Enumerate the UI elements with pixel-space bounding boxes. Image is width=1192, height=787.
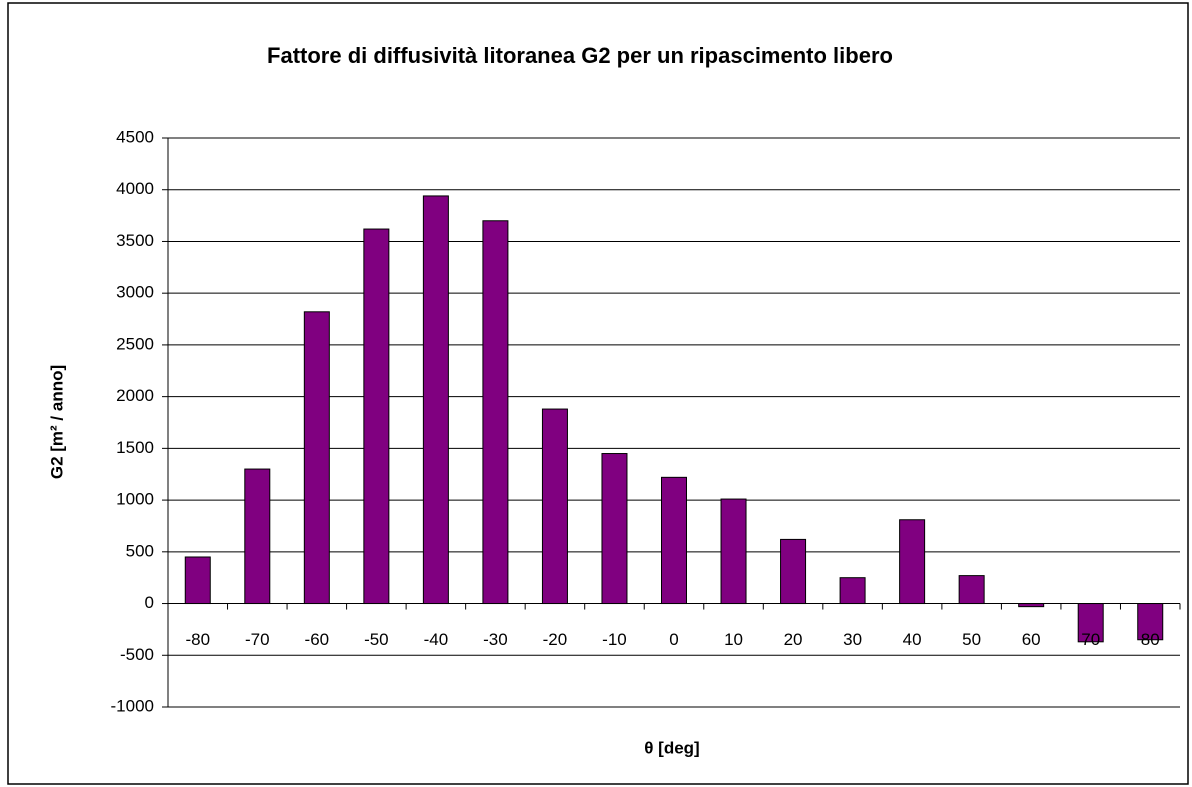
y-tick-label: 2500 [116,334,154,353]
y-tick-label: 0 [145,593,154,612]
y-tick-label: 1000 [116,490,154,509]
bar [958,575,985,605]
bar [839,577,866,605]
x-tick-label: -10 [602,630,627,649]
bar [780,538,807,605]
y-tick-label: -1000 [111,696,154,715]
x-axis-title: θ [deg] [644,738,699,757]
x-tick-label: -30 [483,630,508,649]
y-tick-label: 4500 [116,127,154,146]
x-tick-label: -40 [424,630,449,649]
x-tick-label: 10 [724,630,743,649]
bar [720,498,747,605]
y-tick-label: 2000 [116,386,154,405]
bar [1137,603,1164,641]
bar [422,195,449,605]
bar [184,556,211,605]
x-tick-label: 80 [1141,630,1160,649]
x-tick-label: 30 [843,630,862,649]
bar [1018,603,1045,608]
bar [660,476,688,605]
y-tick-label: 4000 [116,179,154,198]
x-tick-label: 0 [669,630,678,649]
x-tick-label: 60 [1022,630,1041,649]
bar [303,311,330,605]
x-tick-label: 50 [962,630,981,649]
y-axis-title: G2 [m² / anno] [47,365,66,479]
chart-title: Fattore di diffusività litoranea G2 per … [267,43,893,68]
x-tick-label: 40 [903,630,922,649]
bar [244,468,271,605]
bar [899,519,926,605]
chart-border [7,2,1189,785]
y-tick-label: -500 [120,645,154,664]
y-tick-label: 1500 [116,438,154,457]
x-tick-label: -70 [245,630,270,649]
x-tick-label: -50 [364,630,389,649]
bar [1077,603,1104,643]
bar [363,228,390,605]
x-tick-label: 20 [784,630,803,649]
x-tick-label: 70 [1081,630,1100,649]
bar [482,220,509,605]
y-tick-label: 500 [126,541,154,560]
bar [541,408,568,605]
bar [601,453,628,605]
y-tick-label: 3000 [116,283,154,302]
y-tick-label: 3500 [116,231,154,250]
x-tick-label: -80 [185,630,210,649]
x-tick-label: -60 [305,630,330,649]
x-tick-label: -20 [543,630,568,649]
